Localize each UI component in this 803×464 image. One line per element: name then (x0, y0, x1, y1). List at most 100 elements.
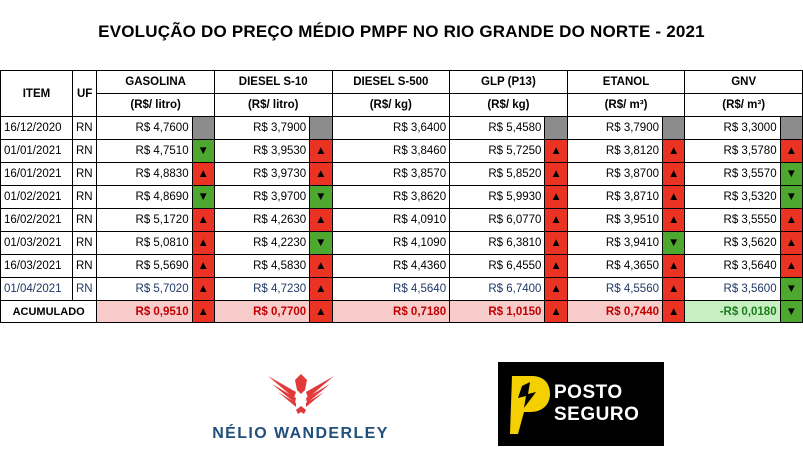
price-cell: R$ 3,8700 (566, 162, 664, 186)
arrow-up-icon: ▲ (309, 139, 333, 163)
accumulated-cell: R$ 0,7700 (213, 300, 311, 323)
table-row: 01/02/2021 RN R$ 4,8690 ▼ R$ 3,9700 ▼ R$ 3,862… (0, 185, 803, 209)
price-cell: R$ 3,9730 (213, 162, 311, 186)
price-cell: R$ 6,4550 (449, 254, 546, 278)
price-cell: R$ 4,3650 (566, 254, 664, 278)
price-cell: R$ 4,4360 (331, 254, 451, 278)
table-row: 01/03/2021 RN R$ 5,0810 ▲ R$ 4,2230 ▼ R$ 4,109… (0, 231, 803, 255)
eagle-logo-icon (268, 374, 334, 414)
arrow-down-icon: ▼ (191, 139, 215, 163)
arrow-up-icon: ▲ (661, 139, 686, 163)
price-cell: R$ 3,3000 (684, 116, 781, 140)
price-cell: R$ 4,7600 (96, 116, 193, 140)
table-row: 16/02/2021 RN R$ 5,1720 ▲ R$ 4,2630 ▲ R$ 4,091… (0, 208, 803, 232)
arrow-up-icon: ▲ (191, 277, 215, 301)
price-cell: R$ 3,8710 (566, 185, 664, 209)
arrow-up-icon: ▲ (309, 254, 333, 278)
price-cell: R$ 5,5690 (96, 254, 193, 278)
price-cell: R$ 3,8120 (566, 139, 664, 163)
header-unit: (R$/ m³) (566, 93, 686, 117)
table-row: 16/03/2021 RN R$ 5,5690 ▲ R$ 4,5830 ▲ R$ 4,436… (0, 254, 803, 278)
row-uf: RN (71, 162, 98, 186)
row-uf: RN (71, 116, 98, 140)
price-cell: R$ 3,9700 (213, 185, 311, 209)
accumulated-cell: -R$ 0,0180 (684, 300, 781, 323)
price-cell: R$ 4,2630 (213, 208, 311, 232)
header-unit: (R$/ kg) (331, 93, 451, 117)
table-row: 01/04/2021 RN R$ 5,7020 ▲ R$ 4,7230 ▲ R$ 4,564… (0, 277, 803, 301)
arrow-up-icon: ▲ (544, 300, 568, 323)
price-cell: R$ 3,8620 (331, 185, 451, 209)
table-row: 16/01/2021 RN R$ 4,8830 ▲ R$ 3,9730 ▲ R$ 3,857… (0, 162, 803, 186)
header-unit: (R$/ litro) (213, 93, 333, 117)
header-uf: UF (71, 70, 98, 117)
accumulated-cell: R$ 0,9510 (96, 300, 193, 323)
arrow-up-icon: ▲ (309, 300, 333, 323)
arrow-up-icon: ▲ (779, 208, 803, 232)
posto-seguro-line1: POSTO (554, 382, 623, 403)
arrow-up-icon: ▲ (191, 162, 215, 186)
price-cell: R$ 3,9410 (566, 231, 664, 255)
arrow-up-icon: ▲ (544, 254, 568, 278)
nelio-wanderley-name: NÉLIO WANDERLEY (212, 425, 389, 442)
no-change-marker (544, 116, 568, 140)
row-date: 16/01/2021 (0, 162, 73, 186)
header-unit: (R$/ litro) (96, 93, 215, 117)
price-cell: R$ 4,5560 (566, 277, 664, 301)
price-cell: R$ 3,5640 (684, 254, 781, 278)
arrow-up-icon: ▲ (544, 185, 568, 209)
accumulated-label: ACUMULADO (0, 300, 98, 323)
price-cell: R$ 3,9510 (566, 208, 664, 232)
accumulated-cell: R$ 1,0150 (449, 300, 546, 323)
no-change-marker (191, 116, 215, 140)
row-uf: RN (71, 208, 98, 232)
posto-seguro-logo: POSTO SEGURO (498, 362, 664, 446)
price-cell: R$ 3,5320 (684, 185, 781, 209)
price-cell: R$ 4,5640 (331, 277, 451, 301)
arrow-up-icon: ▲ (661, 277, 686, 301)
price-cell: R$ 4,8830 (96, 162, 193, 186)
price-cell: R$ 4,1090 (331, 231, 451, 255)
header-unit: (R$/ kg) (449, 93, 568, 117)
arrow-up-icon: ▲ (191, 254, 215, 278)
arrow-down-icon: ▼ (779, 162, 803, 186)
price-cell: R$ 6,3810 (449, 231, 546, 255)
price-cell: R$ 5,9930 (449, 185, 546, 209)
header-product: DIESEL S-500 (331, 70, 451, 94)
page-title: EVOLUÇÃO DO PREÇO MÉDIO PMPF NO RIO GRAN… (98, 22, 705, 41)
posto-seguro-line2: SEGURO (554, 404, 640, 425)
price-cell: R$ 3,9530 (213, 139, 311, 163)
arrow-up-icon: ▲ (544, 162, 568, 186)
price-cell: R$ 3,5620 (684, 231, 781, 255)
header-product: ETANOL (566, 70, 686, 94)
arrow-up-icon: ▲ (779, 254, 803, 278)
price-cell: R$ 3,5600 (684, 277, 781, 301)
price-cell: R$ 5,0810 (96, 231, 193, 255)
no-change-marker (779, 116, 803, 140)
row-date: 01/04/2021 (0, 277, 73, 301)
price-cell: R$ 4,8690 (96, 185, 193, 209)
price-cell: R$ 4,5830 (213, 254, 311, 278)
arrow-up-icon: ▲ (544, 139, 568, 163)
arrow-down-icon: ▼ (779, 185, 803, 209)
arrow-down-icon: ▼ (779, 300, 803, 323)
price-cell: R$ 3,8460 (331, 139, 451, 163)
price-cell: R$ 6,7400 (449, 277, 546, 301)
row-uf: RN (71, 277, 98, 301)
row-date: 16/02/2021 (0, 208, 73, 232)
price-cell: R$ 3,5550 (684, 208, 781, 232)
table-row: 16/12/2020 RN R$ 4,7600 R$ 3,7900 R$ 3,6400 R… (0, 116, 803, 140)
header-unit: (R$/ m³) (684, 93, 803, 117)
nelio-wanderley-logo: NÉLIO WANDERLEY (208, 370, 393, 450)
price-cell: R$ 4,7230 (213, 277, 311, 301)
table-row: 01/01/2021 RN R$ 4,7510 ▼ R$ 3,9530 ▲ R$ 3,846… (0, 139, 803, 163)
arrow-down-icon: ▼ (309, 185, 333, 209)
arrow-up-icon: ▲ (544, 208, 568, 232)
header-item: ITEM (0, 70, 73, 117)
header-product: DIESEL S-10 (213, 70, 333, 94)
price-cell: R$ 4,2230 (213, 231, 311, 255)
row-date: 01/01/2021 (0, 139, 73, 163)
arrow-up-icon: ▲ (309, 208, 333, 232)
price-cell: R$ 5,8520 (449, 162, 546, 186)
price-cell: R$ 3,7900 (213, 116, 311, 140)
